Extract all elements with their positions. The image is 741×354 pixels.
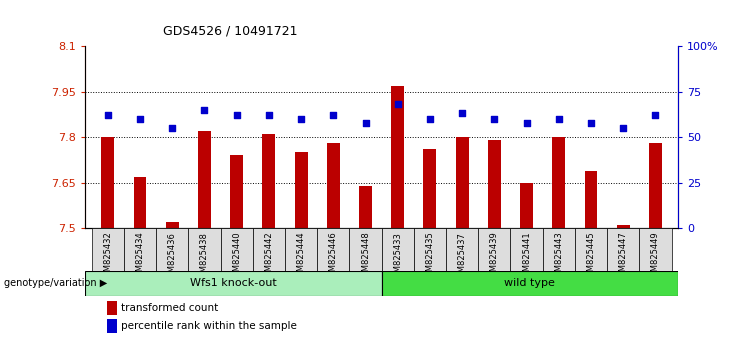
Point [456,111,468,116]
Point [617,125,629,131]
Text: GSM825434: GSM825434 [136,232,144,282]
Text: GSM825432: GSM825432 [103,232,113,282]
Bar [102,137,114,228]
Bar [542,228,575,271]
Text: GSM825446: GSM825446 [329,232,338,282]
Bar [520,183,533,228]
Point [199,107,210,113]
Bar [350,228,382,271]
Point [166,125,178,131]
Text: GSM825447: GSM825447 [619,232,628,282]
Bar [413,228,446,271]
Bar [262,134,276,228]
Bar [382,228,413,271]
Text: GSM825437: GSM825437 [458,232,467,282]
Bar [156,228,188,271]
Bar [359,186,372,228]
Bar [166,222,179,228]
Point [230,113,242,118]
Bar [230,155,243,228]
Point [359,120,371,125]
Bar [511,228,542,271]
Point [521,120,533,125]
Text: GSM825443: GSM825443 [554,232,563,282]
Text: wild type: wild type [505,278,555,288]
Text: genotype/variation ▶: genotype/variation ▶ [4,278,107,288]
Text: GSM825438: GSM825438 [200,232,209,282]
Bar [124,228,156,271]
Text: Wfs1 knock-out: Wfs1 knock-out [190,278,277,288]
Bar [617,225,630,228]
Bar [85,271,382,296]
Text: GSM825448: GSM825448 [361,232,370,282]
Bar [639,228,671,271]
Text: percentile rank within the sample: percentile rank within the sample [121,321,296,331]
Bar [456,137,468,228]
Point [102,113,113,118]
Point [263,113,275,118]
Text: GSM825440: GSM825440 [232,232,241,282]
Bar [198,131,211,228]
Text: GSM825445: GSM825445 [587,232,596,282]
Text: GSM825441: GSM825441 [522,232,531,282]
Bar [92,228,124,271]
Point [553,116,565,122]
Text: transformed count: transformed count [121,303,218,313]
Bar [649,143,662,228]
Bar [221,228,253,271]
Text: GSM825442: GSM825442 [265,232,273,282]
Bar [424,149,436,228]
Bar [253,228,285,271]
Bar [188,228,221,271]
Point [134,116,146,122]
Bar [585,171,597,228]
Text: GDS4526 / 10491721: GDS4526 / 10491721 [163,25,298,38]
Text: GSM825444: GSM825444 [296,232,305,282]
Bar [607,228,639,271]
Bar [133,177,147,228]
Bar [446,228,478,271]
Bar [327,143,339,228]
Text: GSM825435: GSM825435 [425,232,434,282]
Point [295,116,307,122]
Bar [285,228,317,271]
Point [650,113,662,118]
Bar [488,140,501,228]
Bar [317,228,350,271]
Text: GSM825433: GSM825433 [393,232,402,282]
Point [392,102,404,107]
Bar [295,152,308,228]
Point [424,116,436,122]
Point [488,116,500,122]
Point [585,120,597,125]
Text: GSM825439: GSM825439 [490,232,499,282]
Text: GSM825449: GSM825449 [651,232,660,282]
Text: GSM825436: GSM825436 [167,232,176,282]
Bar [552,137,565,228]
Bar [575,228,607,271]
Bar [478,228,511,271]
Bar [391,86,404,228]
Point [328,113,339,118]
Bar [382,271,678,296]
